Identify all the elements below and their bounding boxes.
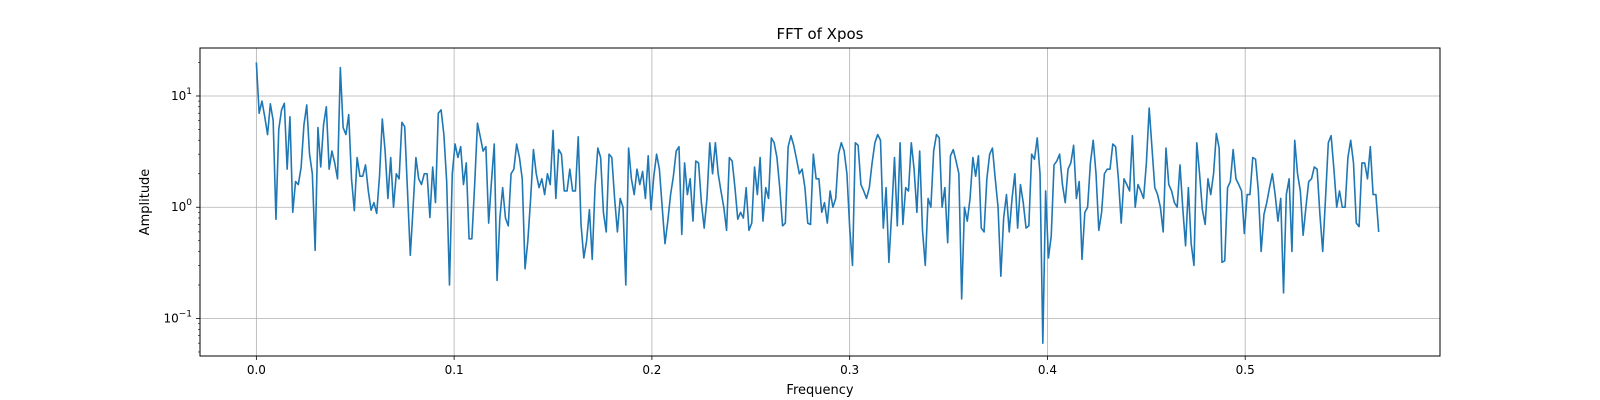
y-tick-label: 10−1 [163, 309, 192, 325]
series-layer [255, 62, 1380, 344]
y-tick-exponent: 0 [186, 198, 192, 208]
x-tick-label: 0.1 [445, 363, 464, 377]
x-axis-label: Frequency [786, 383, 853, 398]
y-tick-base: 10 [163, 311, 178, 325]
series-line [255, 62, 1380, 344]
y-tick-exponent: −1 [179, 309, 192, 319]
y-tick-label: 101 [171, 87, 192, 103]
y-tick-base: 10 [171, 200, 186, 214]
x-tick-label: 0.2 [642, 363, 661, 377]
x-axis: 0.0 0.1 0.2 0.3 0.4 0.5 [247, 356, 1255, 377]
y-axis-label: Amplitude [138, 169, 153, 236]
chart-title: FFT of Xpos [777, 25, 864, 43]
x-tick-label: 0.4 [1038, 363, 1057, 377]
x-tick-label: 0.5 [1236, 363, 1255, 377]
y-tick-exponent: 1 [186, 87, 192, 97]
x-tick-label: 0.0 [247, 363, 266, 377]
y-tick-label: 100 [171, 198, 192, 214]
x-tick-label: 0.3 [840, 363, 859, 377]
plot-frame [199, 47, 1441, 357]
y-tick-base: 10 [171, 89, 186, 103]
